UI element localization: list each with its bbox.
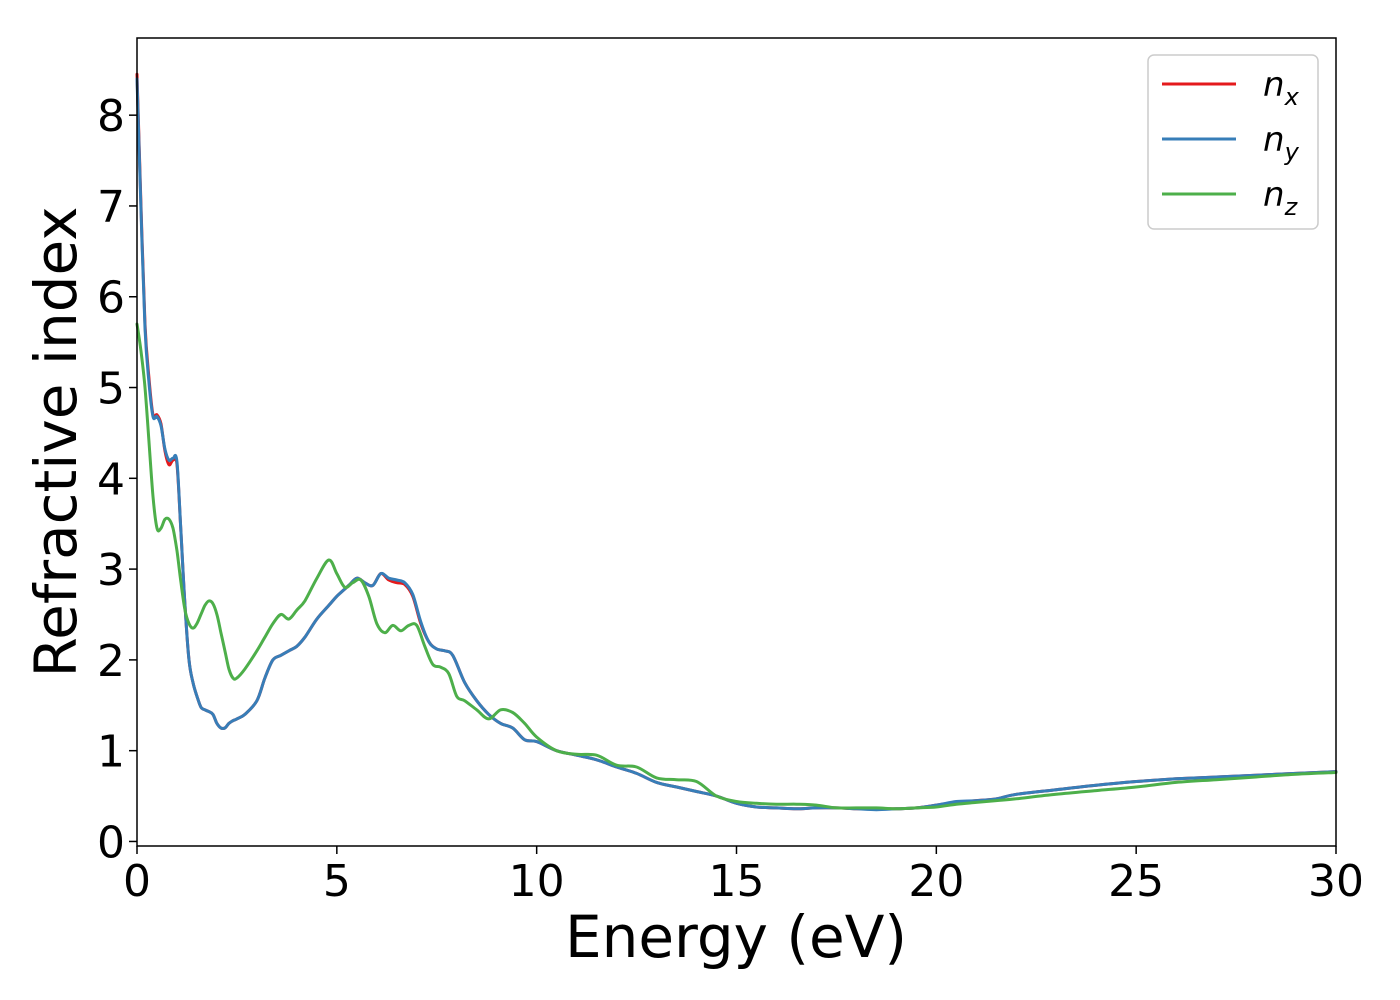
y-axis-ticks: 0 1 2 3 4 5 6 7 8 [97,91,137,868]
series-layer [135,72,1338,812]
legend-label-ny: ny [1263,120,1300,166]
x-tick-label: 15 [709,856,765,907]
x-axis-title: Energy (eV) [565,903,907,971]
y-tick-label: 3 [97,545,125,596]
y-tick-label: 1 [97,727,125,778]
series-line-ny [135,77,1338,812]
x-tick-label: 5 [323,856,351,907]
y-tick-label: 0 [97,817,125,868]
series-line-nz [135,322,1338,811]
x-tick-label: 20 [908,856,964,907]
y-tick-label: 7 [97,182,125,233]
y-tick-label: 4 [97,454,125,505]
y-tick-label: 5 [97,364,125,415]
x-tick-label: 30 [1308,856,1364,907]
y-axis-title: Refractive index [22,206,90,677]
y-tick-label: 8 [97,91,125,142]
x-tick-label: 25 [1108,856,1164,907]
legend-frame [1147,54,1319,230]
y-tick-label: 2 [97,636,125,687]
legend-label-nx: nx [1263,65,1300,111]
y-tick-label: 6 [97,273,125,324]
plot-area [137,38,1336,846]
legend-label-nz: nz [1263,175,1299,221]
x-axis-ticks: 0 5 10 15 20 25 30 [123,846,1364,907]
x-tick-label: 10 [509,856,565,907]
legend: nx ny nz [1147,54,1319,230]
x-tick-label: 0 [123,856,151,907]
